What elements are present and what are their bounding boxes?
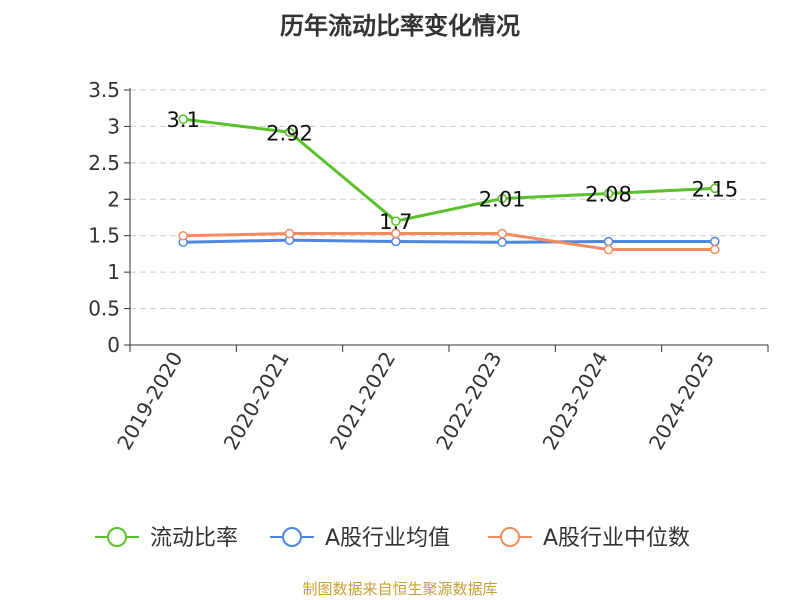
x-tick-label: 2024-2025 xyxy=(644,348,719,454)
y-tick-label: 3.5 xyxy=(88,78,120,102)
legend-label: 流动比率 xyxy=(150,526,238,551)
data-point xyxy=(710,244,720,255)
data-point xyxy=(710,183,720,194)
y-tick-label: 2.5 xyxy=(88,151,120,175)
data-point xyxy=(497,228,507,239)
data-label: 2.15 xyxy=(691,177,738,201)
data-point xyxy=(178,230,188,241)
data-point xyxy=(391,228,401,239)
data-point xyxy=(497,193,507,204)
y-tick-label: 0 xyxy=(107,333,120,357)
legend-label: A股行业均值 xyxy=(325,526,450,551)
chart-title: 历年流动比率变化情况 xyxy=(280,12,520,40)
source-note: 制图数据来自恒生聚源数据库 xyxy=(302,580,498,598)
data-point xyxy=(603,236,614,247)
data-label: 1.7 xyxy=(379,210,412,234)
y-tick-label: 1 xyxy=(107,260,120,284)
data-point xyxy=(391,236,401,247)
data-point xyxy=(284,127,295,138)
data-label: 2.01 xyxy=(479,188,526,212)
data-point xyxy=(710,236,720,247)
data-label: 2.08 xyxy=(585,182,632,206)
series-line xyxy=(183,232,715,252)
data-point xyxy=(603,188,614,199)
data-point xyxy=(284,228,295,239)
x-tick-label: 2022-2023 xyxy=(431,347,506,453)
y-tick-label: 1.5 xyxy=(88,224,120,248)
legend-swatch-marker xyxy=(282,527,302,547)
x-tick-label: 2019-2020 xyxy=(112,348,187,454)
x-tick-label: 2020-2021 xyxy=(219,348,294,454)
data-point xyxy=(391,216,401,226)
data-label: 2.92 xyxy=(266,121,313,145)
y-tick-label: 2 xyxy=(107,187,120,211)
data-point xyxy=(603,244,614,255)
legend-swatch-marker xyxy=(500,527,520,547)
series-line xyxy=(182,117,715,223)
y-tick-label: 3 xyxy=(107,114,120,138)
data-point xyxy=(178,114,188,124)
data-point xyxy=(497,237,507,248)
x-tick-label: 2023-2024 xyxy=(538,348,613,454)
y-tick-label: 0.5 xyxy=(88,297,120,321)
legend-swatch-marker xyxy=(107,527,127,547)
series-line xyxy=(183,238,715,244)
data-label: 3.1 xyxy=(166,108,199,132)
x-tick-label: 2021-2022 xyxy=(325,348,400,454)
legend-label: A股行业中位数 xyxy=(543,526,690,551)
